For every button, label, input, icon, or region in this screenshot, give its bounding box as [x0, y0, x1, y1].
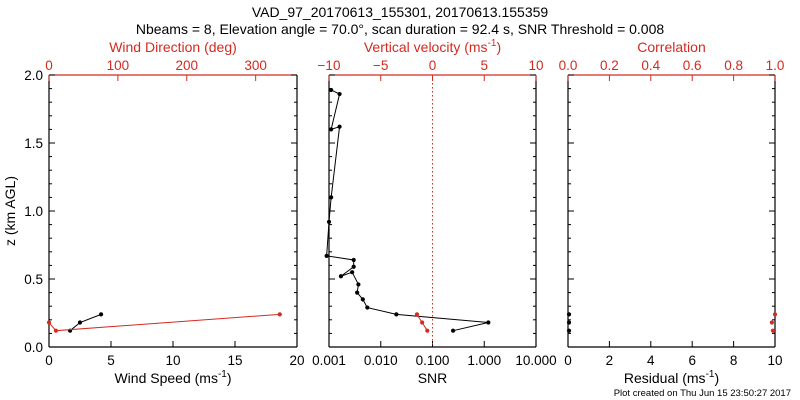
snr-panel: 0.001 0.010 0.100 1.000 10.000 −10 −5 0 5 10 SNR Ve…	[312, 38, 557, 386]
series-line-1	[48, 313, 280, 332]
top-tick-label: −10	[318, 58, 341, 73]
data-point	[566, 312, 572, 317]
x-tick-label: 1.000	[467, 353, 501, 368]
data-point	[337, 91, 342, 97]
correlation-panel: 0 2 4 6 8 10 0.0 0.2 0.4 0.6 0.8 1.0 Residual (ms-1)…	[559, 39, 785, 386]
x-tick-label: 0.010	[364, 353, 398, 368]
data-point	[770, 328, 776, 333]
data-point	[329, 87, 334, 93]
data-point	[566, 320, 572, 325]
x-tick-label: 10	[165, 353, 180, 368]
y-tick-label: 1.5	[24, 136, 43, 151]
x-tick-label: 5	[107, 353, 115, 368]
top-axis-title-text: Vertical velocity (ms	[364, 39, 488, 55]
data-point	[420, 320, 425, 325]
top-tick-label: −5	[373, 58, 388, 73]
data-point	[450, 328, 456, 333]
plot-created-note: Plot created on Thu Jun 15 23:50:27 2017	[614, 388, 791, 399]
data-point	[329, 195, 334, 200]
x-tick-label: 0	[564, 353, 572, 368]
title-line-2: Nbeams = 8, Elevation angle = 70.0°, sca…	[136, 21, 665, 37]
data-point	[772, 312, 778, 317]
top-tick-label: 1.0	[766, 58, 785, 73]
x-tick-label: 10	[767, 353, 782, 368]
data-point	[337, 124, 342, 129]
data-point	[77, 320, 83, 325]
top-tick-label: 0	[45, 58, 53, 73]
y-tick-label: 2.0	[24, 68, 43, 83]
x-tick-label: 0.001	[312, 353, 346, 368]
data-point	[566, 328, 572, 333]
series-line-0	[326, 89, 489, 332]
data-point	[46, 320, 52, 325]
top-tick-label: 0.0	[559, 58, 578, 73]
data-point	[425, 328, 430, 333]
y-tick-label: 0.0	[24, 340, 43, 355]
data-point	[338, 274, 344, 279]
top-tick-label: 200	[176, 58, 199, 73]
data-point	[351, 257, 356, 263]
x-tick-label: 15	[227, 353, 242, 368]
x-tick-label: 20	[289, 353, 304, 368]
data-point	[324, 253, 329, 258]
data-point	[329, 127, 334, 132]
x-tick-label: 4	[647, 353, 655, 368]
top-tick-label: 300	[244, 58, 267, 73]
data-point	[356, 282, 361, 287]
x-tick-label: 6	[688, 353, 696, 368]
data-point	[53, 328, 58, 333]
data-point	[769, 320, 774, 325]
x-axis-title-close: )	[714, 370, 719, 386]
x-axis-title-close: )	[227, 370, 232, 386]
top-tick-label: 0.4	[641, 58, 660, 73]
x-axis-title-unit-exp: -1	[706, 369, 715, 380]
data-point	[355, 290, 360, 295]
x-tick-label: 8	[730, 353, 738, 368]
data-point	[351, 264, 356, 269]
top-tick-label: 5	[480, 58, 488, 73]
title-line-1: VAD_97_20170613_155301, 20170613.155359	[252, 4, 549, 20]
data-point	[360, 297, 365, 302]
data-point	[277, 312, 282, 317]
y-tick-label: 0.5	[24, 272, 43, 287]
top-tick-label: 100	[107, 58, 130, 73]
top-axis-title-close: )	[496, 39, 501, 55]
top-tick-label: 0.2	[600, 58, 619, 73]
data-point	[365, 305, 370, 310]
x-axis-title-text: Residual (ms	[624, 370, 706, 386]
x-tick-label: 10.000	[515, 353, 556, 368]
top-axis-title: Wind Direction (deg)	[109, 39, 237, 55]
x-axis-title: Residual (ms-1)	[624, 369, 719, 386]
data-point	[486, 320, 491, 325]
top-tick-label: 0	[429, 58, 437, 73]
x-tick-label: 0.100	[416, 353, 450, 368]
top-axis-title: Correlation	[637, 39, 705, 55]
x-tick-label: 2	[606, 353, 614, 368]
top-axis-title: Vertical velocity (ms-1)	[364, 38, 501, 55]
data-point	[326, 219, 332, 224]
data-point	[98, 312, 104, 317]
y-axis-title: z (km AGL)	[2, 176, 18, 246]
x-axis-title: SNR	[418, 370, 448, 386]
y-tick-label: 1.0	[24, 204, 43, 219]
data-point	[414, 312, 420, 317]
top-axis-title-unit-exp: -1	[488, 38, 497, 49]
x-tick-label: 0	[45, 353, 53, 368]
top-tick-label: 10	[528, 58, 543, 73]
x-axis-title: Wind Speed (ms-1)	[114, 369, 231, 386]
x-axis-title-unit-exp: -1	[218, 369, 227, 380]
top-tick-label: 0.8	[724, 58, 743, 73]
data-point	[350, 270, 355, 275]
top-tick-label: 0.6	[683, 58, 702, 73]
x-axis-title-text: Wind Speed (ms	[114, 370, 217, 386]
data-point	[394, 312, 399, 317]
